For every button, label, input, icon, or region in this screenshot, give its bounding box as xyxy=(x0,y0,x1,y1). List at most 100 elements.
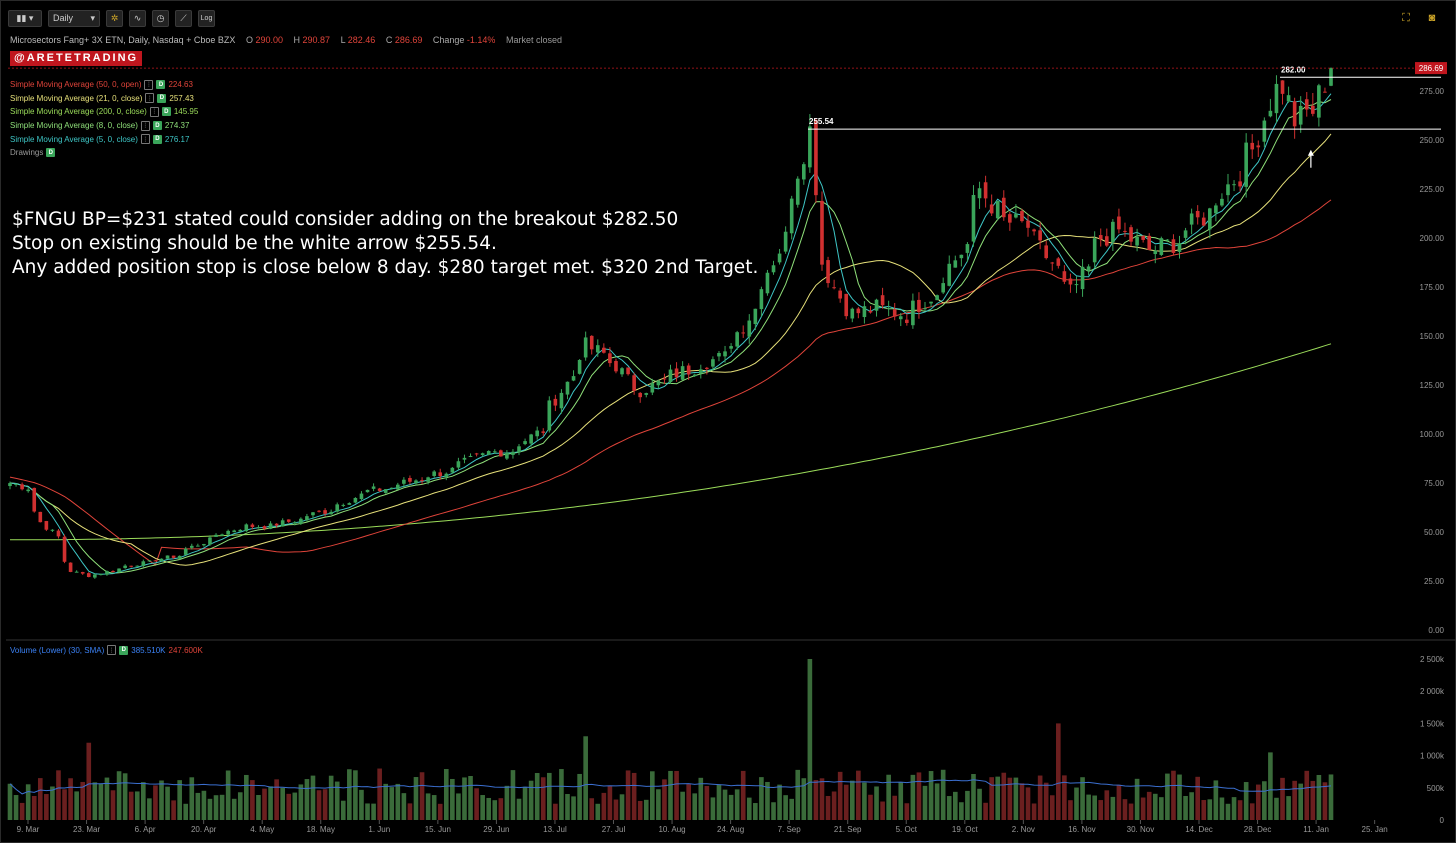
candle-body xyxy=(771,265,776,273)
candle-body xyxy=(565,381,570,395)
candle-body xyxy=(668,369,673,382)
volume-sma-line xyxy=(9,779,1332,795)
volume-bar xyxy=(401,793,407,820)
indicator-value: 274.37 xyxy=(164,121,190,131)
clock-icon: ◷ xyxy=(156,12,165,23)
volume-bar xyxy=(837,771,843,820)
volume-bar xyxy=(710,797,716,820)
candle-body xyxy=(305,516,309,521)
candle-body xyxy=(995,201,1000,219)
volume-bar xyxy=(910,774,916,820)
candle-body xyxy=(747,320,752,337)
sma-50-line xyxy=(9,199,1332,566)
candle-body xyxy=(1159,238,1164,255)
volume-bar xyxy=(1249,803,1255,820)
volume-bar xyxy=(141,782,146,820)
x-tick-label: 30. Nov xyxy=(1127,825,1155,834)
candle-body xyxy=(444,473,449,477)
interval-select[interactable]: Daily ▾ xyxy=(48,9,100,27)
candle-body xyxy=(638,392,643,398)
visibility-badge[interactable]: D xyxy=(156,80,166,90)
volume-bar xyxy=(195,792,201,820)
draw-button[interactable]: ⟋ xyxy=(175,9,192,27)
candle-body xyxy=(1226,184,1230,196)
x-tick-label: 29. Jun xyxy=(483,825,509,834)
x-tick-label: 28. Dec xyxy=(1244,825,1272,834)
volume-bar xyxy=(462,777,467,820)
menu-icon[interactable]: ⋮ xyxy=(149,106,159,117)
volume-bar xyxy=(1262,781,1267,820)
volume-bar xyxy=(771,802,776,820)
candle-body xyxy=(1014,214,1018,218)
time-button[interactable]: ◷ xyxy=(152,9,169,27)
x-tick-label: 1. Jun xyxy=(368,825,390,834)
menu-icon[interactable]: ⋮ xyxy=(144,79,154,90)
volume-bar xyxy=(1122,799,1128,820)
candle-body xyxy=(111,571,115,573)
y-tick-label: 175.00 xyxy=(1420,283,1445,292)
volume-bar xyxy=(504,785,510,820)
visibility-badge[interactable]: D xyxy=(119,645,129,655)
volume-bar xyxy=(165,786,170,820)
candle-body xyxy=(856,308,861,314)
menu-icon[interactable]: ⋮ xyxy=(140,120,150,131)
candle-body xyxy=(850,308,855,319)
candle-body xyxy=(971,194,976,242)
volume-bar xyxy=(1274,797,1279,820)
volume-tick-label: 2 000k xyxy=(1420,687,1445,696)
candle-body xyxy=(74,571,79,573)
candle-body xyxy=(1074,284,1079,286)
candle-body xyxy=(595,345,600,353)
volume-bar xyxy=(1110,796,1116,820)
candle-body xyxy=(274,523,279,526)
volume-bar xyxy=(553,803,558,820)
chart-type-button[interactable]: ▮▮ ▾ xyxy=(8,9,42,27)
candle-body xyxy=(135,565,140,567)
candle-body xyxy=(426,477,430,482)
candle-body xyxy=(1062,271,1067,282)
visibility-badge[interactable]: D xyxy=(46,148,56,158)
volume-bar xyxy=(777,784,782,820)
menu-icon[interactable]: ⋮ xyxy=(107,645,117,655)
candle-body xyxy=(117,568,121,573)
candle-body xyxy=(68,562,73,572)
volume-bar xyxy=(783,795,788,820)
volume-bar xyxy=(498,798,504,820)
indicators-button[interactable]: ∿ xyxy=(129,9,146,27)
volume-bar xyxy=(1213,780,1219,820)
menu-icon[interactable]: ⋮ xyxy=(140,134,150,145)
candle-body xyxy=(462,457,467,460)
volume-bar xyxy=(207,798,213,820)
change-label: Change xyxy=(432,35,465,45)
candle-body xyxy=(129,565,134,567)
candle-body xyxy=(1056,258,1061,266)
volume-bar xyxy=(177,780,182,820)
volume-bar xyxy=(928,771,934,820)
visibility-badge[interactable]: D xyxy=(152,121,162,131)
candle-body xyxy=(1286,95,1291,102)
volume-bar xyxy=(753,803,758,820)
camera-icon[interactable]: ◙ xyxy=(1428,12,1436,24)
volume-bar xyxy=(1037,775,1043,820)
candle-body xyxy=(1244,142,1248,187)
visibility-badge[interactable]: D xyxy=(157,93,167,103)
volume-bar xyxy=(304,779,310,820)
log-button[interactable]: Log xyxy=(198,9,215,27)
menu-icon[interactable]: ⋮ xyxy=(145,93,155,104)
volume-bar xyxy=(1146,791,1152,820)
candle-body xyxy=(208,537,212,545)
x-tick-label: 27. Jul xyxy=(602,825,626,834)
candle-body xyxy=(789,198,794,234)
candle-body xyxy=(365,489,370,493)
last-price-label: 286.69 xyxy=(1419,64,1444,73)
indicator-row: Simple Moving Average (21, 0, close) ⋮ D 25… xyxy=(10,92,198,106)
candle-body xyxy=(450,467,455,473)
low-value: 282.46 xyxy=(347,35,376,45)
settings-button[interactable]: ✲ xyxy=(106,9,123,27)
fullscreen-icon[interactable]: ⛶ xyxy=(1402,12,1410,24)
candle-body xyxy=(183,548,188,555)
visibility-badge[interactable]: D xyxy=(152,134,162,144)
close-value: 286.69 xyxy=(394,35,423,45)
visibility-badge[interactable]: D xyxy=(161,107,171,117)
